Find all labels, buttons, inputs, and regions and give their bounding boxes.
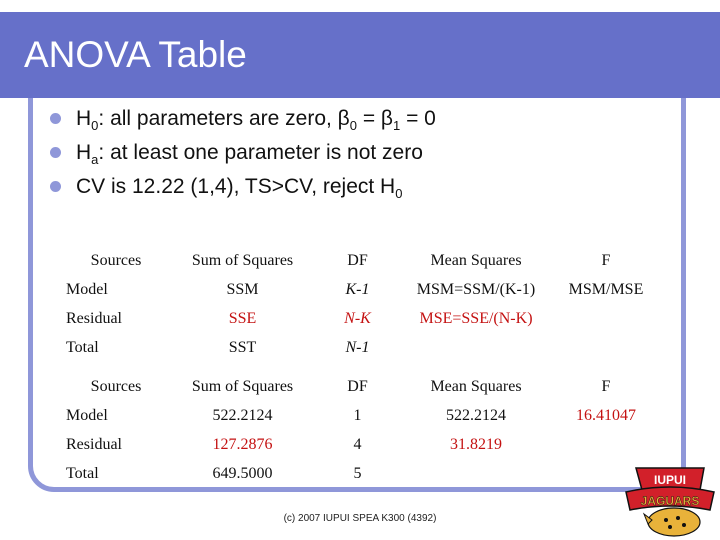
title-rule	[0, 94, 636, 98]
slide-title: ANOVA Table	[24, 34, 247, 75]
header-cell: Mean Squares	[430, 377, 522, 395]
table-cell: 16.41047	[576, 406, 636, 424]
bullet-item: Ha: at least one parameter is not zero	[50, 138, 436, 172]
bullet-item: H0: all parameters are zero, β0 = β1 = 0	[50, 104, 436, 138]
table-cell: Residual	[66, 435, 122, 453]
table-cell: Model	[66, 406, 108, 424]
bullet-icon	[50, 113, 61, 124]
header-cell: F	[601, 377, 611, 395]
table-row: Total 649.5000 5	[60, 459, 656, 488]
table-cell: 4	[353, 435, 362, 453]
title-bar	[0, 12, 720, 98]
bullet-icon	[50, 181, 61, 192]
table-cell: N-1	[345, 338, 370, 356]
jaguars-logo-icon: IUPUI JAGUARS	[625, 467, 715, 537]
table-cell: Total	[66, 464, 99, 482]
header-cell: DF	[347, 377, 368, 395]
table-cell: MSM/MSE	[568, 280, 644, 298]
table-cell: 5	[353, 464, 362, 482]
header-cell: DF	[347, 251, 368, 269]
table-cell: 1	[353, 406, 362, 424]
bullet-item: CV is 12.22 (1,4), TS>CV, reject H0	[50, 172, 436, 206]
table-cell: MSE=SSE/(N-K)	[419, 309, 533, 327]
header-cell: Sources	[90, 377, 142, 395]
table-cell: 127.2876	[212, 435, 273, 453]
anova-formula-table: Sources Sum of Squares DF Mean Squares F…	[60, 246, 656, 362]
bullet-list: H0: all parameters are zero, β0 = β1 = 0…	[50, 104, 436, 206]
table-header-row: Sources Sum of Squares DF Mean Squares F	[60, 246, 656, 275]
table-header-row: Sources Sum of Squares DF Mean Squares F	[60, 372, 656, 401]
table-cell: SST	[228, 338, 257, 356]
table-cell: K-1	[345, 280, 370, 298]
table-row: Total SST N-1	[60, 333, 656, 362]
table-cell	[396, 333, 556, 362]
table-cell	[556, 333, 656, 362]
table-row: Model SSM K-1 MSM=SSM/(K-1) MSM/MSE	[60, 275, 656, 304]
table-cell	[556, 430, 656, 459]
table-cell: 522.2124	[446, 406, 506, 424]
table-row: Residual SSE N-K MSE=SSE/(N-K)	[60, 304, 656, 333]
table-cell: MSM=SSM/(K-1)	[416, 280, 536, 298]
logo-text-top: IUPUI	[654, 473, 686, 487]
table-cell: 522.2124	[212, 406, 273, 424]
table-cell: Model	[66, 280, 108, 298]
header-cell: Mean Squares	[430, 251, 522, 269]
table-cell: Residual	[66, 309, 122, 327]
table-cell: N-K	[344, 309, 371, 327]
footer-copyright: (c) 2007 IUPUI SPEA K300 (4392)	[283, 513, 437, 524]
bullet-icon	[50, 147, 61, 158]
header-cell: Sum of Squares	[191, 251, 294, 269]
table-cell: 649.5000	[212, 464, 273, 482]
table-cell: 31.8219	[450, 435, 502, 453]
header-cell: F	[601, 251, 611, 269]
table-cell: Total	[66, 338, 99, 356]
header-cell: Sum of Squares	[191, 377, 294, 395]
logo-text-main: JAGUARS	[641, 494, 700, 508]
header-cell: Sources	[90, 251, 142, 269]
table-cell: SSE	[228, 309, 257, 327]
table-cell	[556, 304, 656, 333]
table-cell: SSM	[226, 280, 259, 298]
anova-results-table: Sources Sum of Squares DF Mean Squares F…	[60, 372, 656, 488]
table-row: Model 522.2124 1 522.2124 16.41047	[60, 401, 656, 430]
table-row: Residual 127.2876 4 31.8219	[60, 430, 656, 459]
table-cell	[396, 459, 556, 488]
